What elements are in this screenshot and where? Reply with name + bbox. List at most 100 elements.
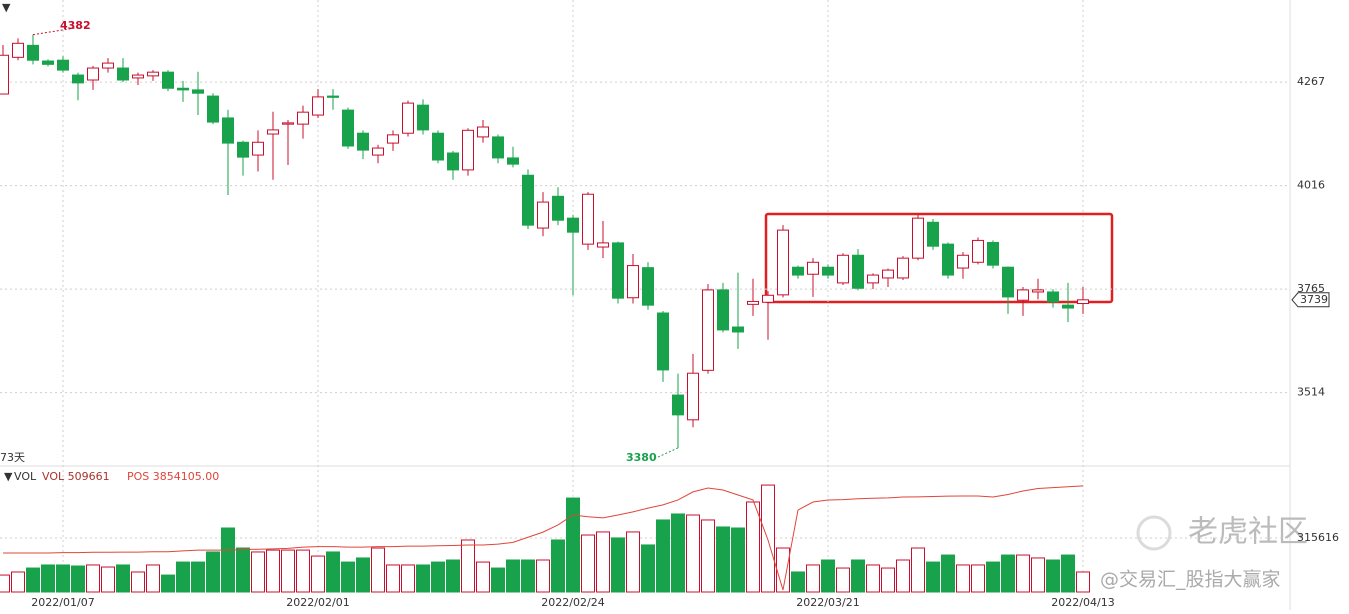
candle-body xyxy=(267,129,279,135)
candle-body xyxy=(582,193,594,245)
volume-bar xyxy=(71,565,85,593)
volume-bar xyxy=(581,534,595,593)
candle-body xyxy=(342,109,354,147)
volume-bar xyxy=(761,484,775,593)
volume-bar xyxy=(461,539,475,593)
volume-bar xyxy=(1001,554,1015,593)
candle-body xyxy=(537,201,549,229)
volume-bar xyxy=(146,564,160,593)
volume-bar xyxy=(116,564,130,593)
volume-bar xyxy=(956,564,970,593)
candle-body xyxy=(567,217,579,233)
candle-body xyxy=(807,261,819,275)
candle-body xyxy=(102,62,114,69)
candle-body xyxy=(237,141,249,158)
volume-bar xyxy=(356,557,370,593)
volume-bar xyxy=(266,549,280,593)
candle-body xyxy=(972,239,984,263)
candle-body xyxy=(822,266,834,276)
volume-bar xyxy=(326,551,340,593)
collapse-icon[interactable]: ▼ xyxy=(2,1,11,14)
volume-bar xyxy=(296,549,310,593)
volume-bar xyxy=(1016,554,1030,593)
volume-bar xyxy=(806,564,820,593)
x-tick-label: 2022/02/24 xyxy=(541,596,604,609)
candle-body xyxy=(597,242,609,248)
candle-body xyxy=(957,254,969,269)
volume-bar xyxy=(911,547,925,593)
indicator-name: VOL xyxy=(14,470,37,483)
candle-body xyxy=(747,300,759,305)
volume-bar xyxy=(431,561,445,593)
volume-bar xyxy=(611,537,625,593)
collapse-icon[interactable]: ▼ xyxy=(4,470,13,483)
credit: @交易汇_股指大赢家 xyxy=(1100,569,1281,591)
candle-body xyxy=(42,60,54,65)
y-tick-label: 4267 xyxy=(1297,75,1325,88)
candle-body xyxy=(402,102,414,134)
volume-bar xyxy=(86,564,100,593)
volume-bar xyxy=(866,564,880,593)
volume-bar xyxy=(671,513,685,593)
candle-body xyxy=(612,242,624,299)
volume-bar xyxy=(371,547,385,593)
candle-body xyxy=(207,95,219,123)
x-tick-label: 2022/04/13 xyxy=(1051,596,1114,609)
volume-bar xyxy=(176,561,190,593)
volume-bar xyxy=(746,501,760,593)
candle-body xyxy=(12,42,24,58)
candle-body xyxy=(57,59,69,71)
volume-bar xyxy=(251,551,265,593)
candle-body xyxy=(462,129,474,171)
candle-body xyxy=(0,54,9,95)
volume-bar xyxy=(1061,554,1075,593)
volume-bar xyxy=(791,571,805,593)
volume-bar xyxy=(776,547,790,593)
volume-bar xyxy=(626,531,640,593)
candle-body xyxy=(192,89,204,94)
x-tick-label: 2022/02/01 xyxy=(286,596,349,609)
candle-body xyxy=(987,241,999,266)
candle-body xyxy=(72,74,84,84)
volume-bar xyxy=(716,526,730,593)
volume-bar xyxy=(926,561,940,593)
volume-bar xyxy=(596,531,610,593)
candle-body xyxy=(627,265,639,299)
candle-body xyxy=(942,243,954,276)
volume-bar xyxy=(416,564,430,593)
candle-body xyxy=(657,312,669,371)
volume-bar xyxy=(881,567,895,593)
watermark-logo xyxy=(1136,515,1172,551)
volume-bar xyxy=(566,497,580,593)
candle-body xyxy=(147,71,159,77)
volume-bar xyxy=(401,564,415,593)
candle-body xyxy=(87,67,99,81)
high-label: 4382 xyxy=(60,19,91,32)
x-tick-label: 2022/03/21 xyxy=(796,596,859,609)
volume-bar xyxy=(341,561,355,593)
candle-body xyxy=(312,96,324,116)
candle-body xyxy=(357,132,369,151)
volume-bar xyxy=(941,554,955,593)
y-tick-label: 315616 xyxy=(1297,531,1339,544)
price-tag xyxy=(1291,292,1330,308)
volume-bar xyxy=(656,519,670,593)
volume-bar xyxy=(821,559,835,593)
volume-bar xyxy=(0,574,10,593)
y-tick-label: 3765 xyxy=(1297,282,1325,295)
candle-body xyxy=(702,289,714,371)
volume-bar xyxy=(686,514,700,593)
candle-body xyxy=(507,157,519,165)
volume-bar xyxy=(131,571,145,593)
low-label: 3380 xyxy=(626,451,657,464)
candle-body xyxy=(1002,266,1014,298)
candle-body xyxy=(687,372,699,421)
candle-body xyxy=(1032,289,1044,293)
candle-body xyxy=(372,147,384,156)
volume-bar xyxy=(476,561,490,593)
candle-body xyxy=(117,67,129,81)
candle-body xyxy=(27,44,39,61)
candle-body xyxy=(882,269,894,279)
candle-body xyxy=(447,152,459,171)
candle-body xyxy=(837,254,849,284)
